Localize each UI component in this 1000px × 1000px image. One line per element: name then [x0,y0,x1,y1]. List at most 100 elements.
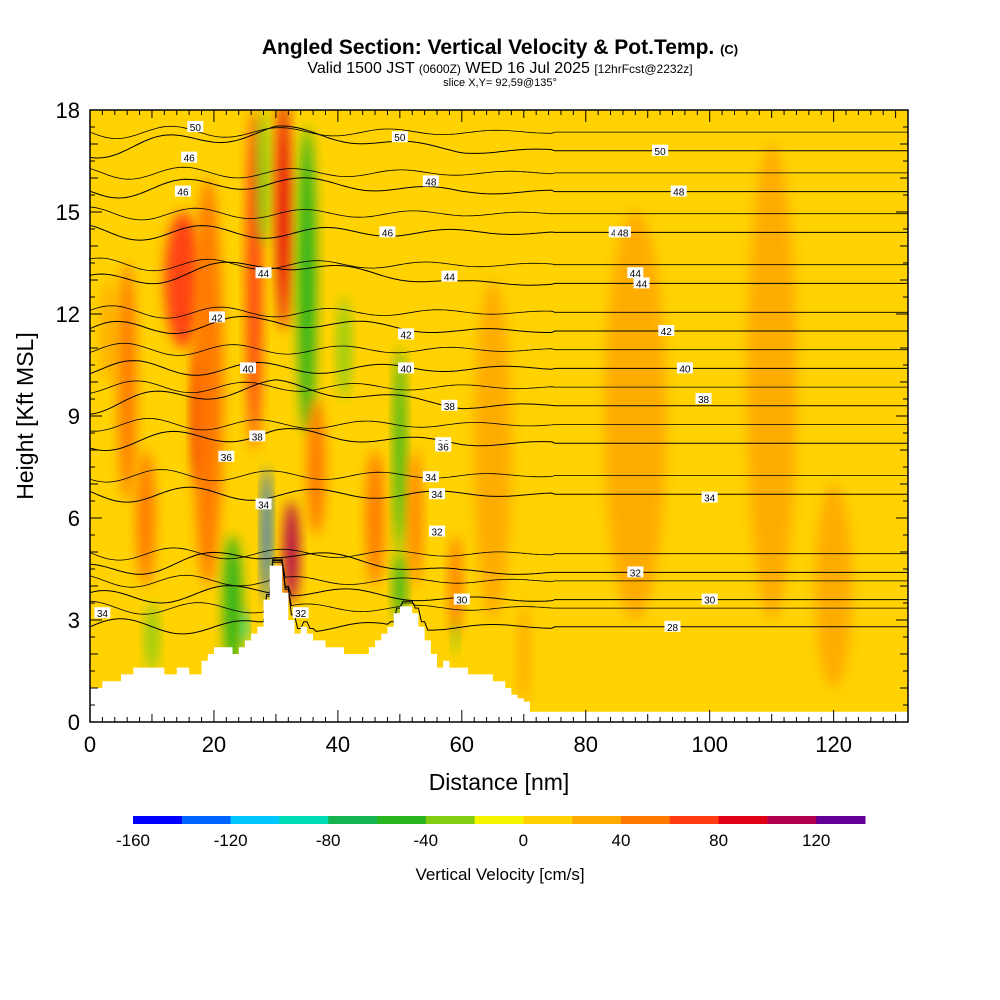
theta-label-extra-10-bg [187,121,204,132]
colorbar-tick-1: -120 [214,831,248,850]
y-tick-15: 15 [56,200,80,225]
isentrope-36 [90,428,908,452]
y-tick-9: 9 [68,404,80,429]
velocity-field [100,110,853,705]
theta-label-extra-25-bg [701,491,718,503]
colorbar-swatch-0 [133,816,183,824]
y-tick-12: 12 [56,302,80,327]
theta-label-extra-11-bg [391,131,408,143]
velocity-cell-11 [262,467,271,603]
colorbar-tick-2: -80 [316,831,341,850]
colorbar: -160 -120 -80 -40 0 40 80 120 Vertical Velocity … [116,816,866,884]
theta-label-extra-25: 34 [704,494,716,505]
isentrope-minor-48 [90,166,908,180]
velocity-cell-10 [257,110,270,246]
isentrope-34 [90,486,908,503]
valid-time: Valid 1500 JST [307,60,415,77]
isentrope-32 [90,551,908,575]
velocity-cell-7 [223,535,242,671]
colorbar-swatch-5 [377,816,427,824]
theta-label-extra-24: 38 [698,395,710,406]
theta-label-extra-1: 36 [221,453,233,464]
colorbar-swatch-11 [669,816,720,824]
theta-label-extra-17: 36 [438,443,450,454]
theta-label-48-bg [670,185,687,197]
x-tick-0: 0 [84,732,96,757]
theta-label-42: 42 [661,327,673,338]
theta-label-42-bg [658,325,675,336]
x-tick-40: 40 [326,732,350,757]
theta-label-30: 30 [456,596,468,607]
colorbar-tick-7: 120 [802,831,830,850]
y-axis-title: Height [Kft MSL] [12,332,38,499]
velocity-cell-2 [136,450,156,586]
theta-label-extra-8-bg [174,185,191,197]
velocity-cell-21 [449,535,462,637]
velocity-cell-18 [394,348,406,552]
colorbar-swatch-12 [718,816,768,824]
x-tick-60: 60 [450,732,474,757]
isentrope-minor-42 [90,305,908,319]
theta-label-32: 32 [630,568,642,579]
theta-label-extra-6-bg [209,311,226,323]
theta-label-extra-13-bg [379,226,396,238]
colorbar-swatch-6 [425,816,476,824]
theta-label-extra-14-bg [441,270,458,282]
theta-label-extra-12: 48 [425,177,437,188]
valid-date: WED 16 Jul 2025 [465,60,590,77]
y-tick-3: 3 [68,608,80,633]
theta-label-44: 44 [636,279,648,290]
theta-label-28-bg [664,620,681,632]
theta-label-extra-20-bg [701,593,718,605]
colorbar-tick-4: 0 [519,831,528,850]
theta-label-extra-4-bg [292,607,309,619]
chart-title-text: Angled Section: Vertical Velocity & Pot.… [261,36,715,59]
colorbar-swatch-9 [572,816,622,824]
x-tick-80: 80 [574,732,598,757]
isentrope-minor-38 [90,380,908,394]
isentrope-labels: 28 30 32 34 36 38 40 42 44 46 48 50 34 36 38 34 32 40 42 44… [94,121,718,634]
chart-subtitle: Valid 1500 JST (0600Z) WED 16 Jul 2025 [… [0,60,1000,78]
colorbar-swatch-2 [230,816,280,824]
velocity-cell-26 [746,144,797,620]
velocity-cell-15 [306,399,326,535]
velocity-cell-6 [192,178,224,586]
slice-info: slice X,Y= 92,59@135° [443,77,557,89]
theta-label-extra-15: 42 [400,330,412,341]
theta-label-extra-12-bg [422,175,439,187]
velocity-cell-3 [145,603,159,671]
isentrope-minor-28 [90,561,908,615]
y-tick-6: 6 [68,506,80,531]
isentrope-minor-50 [90,125,908,140]
isentrope-42 [90,316,908,335]
velocity-cell-25 [604,212,667,620]
theta-label-28: 28 [667,623,679,634]
isentrope-50 [90,125,908,159]
isentrope-minor-34 [90,469,908,483]
isentrope-minor-30 [90,561,908,588]
theta-label-38: 38 [444,402,456,413]
isentrope-48 [90,177,908,199]
velocity-cell-12 [276,110,291,331]
terrain [90,565,908,722]
chart-title: Angled Section: Vertical Velocity & Pot.… [0,36,1000,60]
theta-label-extra-19: 32 [431,528,443,539]
isentrope-minor-46 [90,206,908,221]
colorbar-swatch-7 [474,816,524,824]
colorbar-swatch-3 [279,816,329,824]
terrain-mask [90,565,908,722]
colorbar-tick-6: 80 [709,831,728,850]
isentrope-28 [90,560,908,635]
isentrope-40 [90,360,908,376]
theta-label-34-bg [429,488,446,500]
theta-label-extra-19-bg [429,525,446,537]
theta-label-extra-2: 38 [252,432,264,443]
theta-label-extra-14: 44 [444,273,456,284]
theta-label-32-bg [627,566,644,578]
theta-label-extra-15-bg [398,328,415,340]
theta-label-extra-0-bg [94,607,111,619]
valid-utc: (0600Z) [418,62,461,76]
theta-label-extra-7: 44 [258,269,270,280]
theta-label-40-bg [676,362,693,374]
colorbar-tick-3: -40 [414,831,439,850]
